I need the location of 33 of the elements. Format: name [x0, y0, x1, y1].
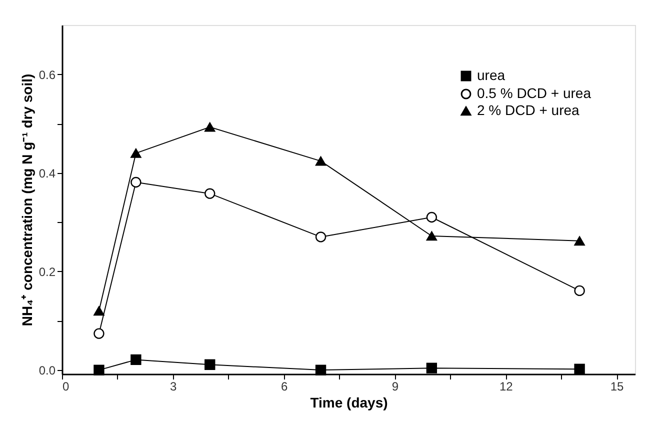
- x-axis-title: Time (days): [310, 394, 388, 410]
- point: [130, 354, 142, 366]
- point: [94, 306, 104, 316]
- point: [130, 176, 142, 188]
- x-tick-label: 0: [62, 380, 70, 394]
- x-tick-label: 9: [392, 380, 399, 394]
- point: [574, 236, 585, 246]
- x-tick-label: 3: [170, 380, 178, 394]
- legend-label: 0.5 % DCD + urea: [477, 85, 592, 101]
- x-tick-label: 15: [610, 380, 624, 394]
- y-tick-label: 0.0: [38, 364, 56, 378]
- point: [204, 122, 216, 132]
- y-axis-title: NH₄⁺ concentration (mg N g⁻¹ dry soil): [18, 74, 35, 326]
- point: [315, 364, 326, 376]
- point: [574, 364, 585, 374]
- y-tick-label: 0.4: [38, 166, 56, 180]
- point: [130, 148, 142, 158]
- point: [94, 328, 104, 339]
- y-tick-label: 0.2: [38, 264, 56, 279]
- point: [315, 156, 326, 166]
- point: [315, 232, 326, 242]
- point: [426, 231, 438, 241]
- x-tick-label: 12: [499, 380, 514, 394]
- legend-label: 2 % DCD + urea: [477, 102, 580, 118]
- point: [426, 212, 438, 223]
- x-tick-label: 6: [280, 380, 288, 394]
- point: [94, 364, 104, 376]
- point: [204, 359, 216, 370]
- legend-label: urea: [477, 67, 506, 83]
- point: [204, 188, 216, 199]
- y-tick-label: 0.6: [38, 68, 56, 82]
- point: [426, 362, 438, 374]
- point: [574, 285, 585, 296]
